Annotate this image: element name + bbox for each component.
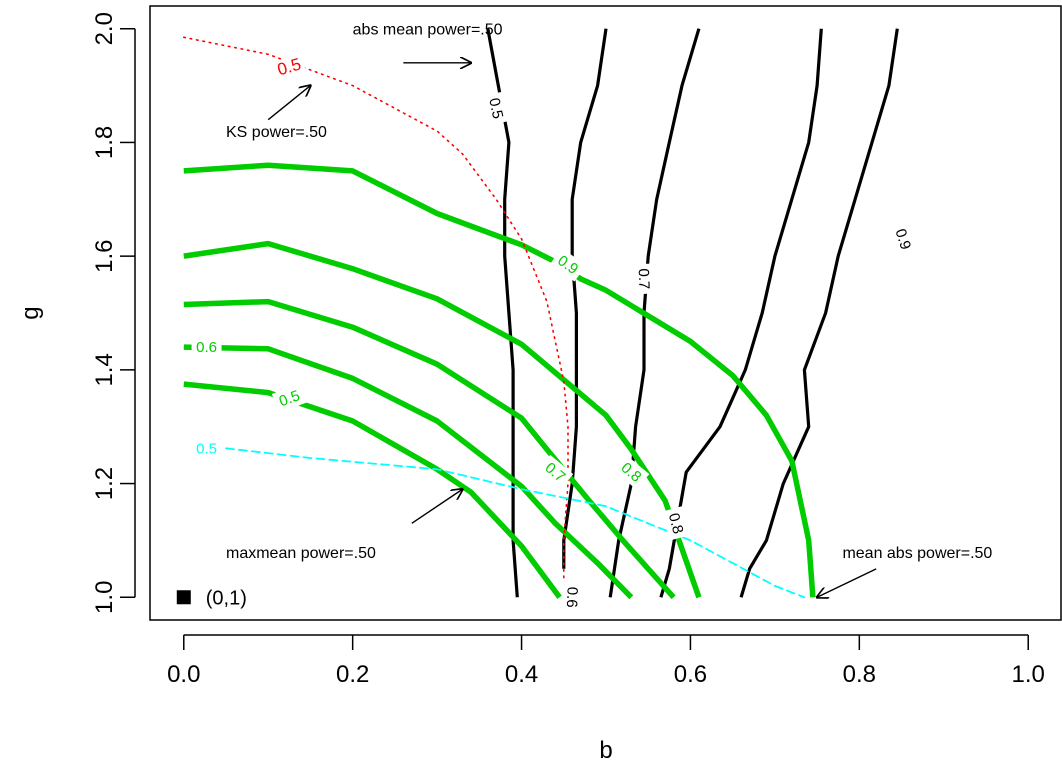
x-tick-label: 0.2 xyxy=(336,661,369,688)
contour-label-bg xyxy=(561,581,583,613)
y-tick-label: 1.0 xyxy=(91,581,118,614)
plot-frame xyxy=(149,5,1062,621)
contour-label-abs_mean-0.9: 0.9 xyxy=(891,227,914,252)
contour-line-maxmean-0.6 xyxy=(183,344,634,600)
y-tick-label: 2.0 xyxy=(91,12,118,45)
annotation-text-1: KS power=.50 xyxy=(226,124,327,141)
x-tick-label: 1.0 xyxy=(1012,661,1045,688)
contour-line-abs_mean-0.9 xyxy=(739,28,899,598)
contour-label-maxmean-0.6: 0.6 xyxy=(196,339,217,356)
x-axis-label: b xyxy=(599,737,612,764)
contour-label-mean_abs-0.5: 0.5 xyxy=(196,440,217,457)
contour-label-bg xyxy=(272,53,307,82)
contour-line-abs_mean-0.8 xyxy=(659,28,823,598)
contour-line-mean_abs-0.5 xyxy=(225,447,806,599)
origin-point-marker xyxy=(176,590,191,605)
contour-curves xyxy=(183,28,899,600)
annotations: abs mean power=.50 KS power=.50 maxmean po… xyxy=(176,22,992,609)
annotation-text-3: mean abs power=.50 xyxy=(842,545,992,562)
contour-label-abs_mean-0.8: 0.8 xyxy=(665,511,687,536)
contour-label-bg xyxy=(613,454,650,490)
contour-label-bg xyxy=(483,91,510,126)
y-tick-label: 1.8 xyxy=(91,126,118,159)
contour-label-abs_mean-0.5: 0.5 xyxy=(485,96,506,120)
x-tick-label: 0.6 xyxy=(674,661,707,688)
x-tick-label: 0.8 xyxy=(843,661,876,688)
contour-label-bg xyxy=(271,383,307,413)
contour-line-abs_mean-0.6 xyxy=(562,28,608,569)
contour-line-maxmean-0.7 xyxy=(183,298,676,600)
annotation-arrow-1 xyxy=(267,86,310,121)
contour-label-bg xyxy=(549,247,587,282)
contour-label-bg xyxy=(662,506,690,541)
contour-label-bg xyxy=(633,263,655,295)
contour-line-maxmean-0.9 xyxy=(183,162,816,598)
contour-line-maxmean-0.8 xyxy=(183,240,702,599)
contour-label-abs_mean-0.7: 0.7 xyxy=(635,268,653,289)
x-tick-label: 0.4 xyxy=(505,661,538,688)
contour-label-abs_mean-0.6: 0.6 xyxy=(563,587,581,608)
contour-label-maxmean-0.5: 0.5 xyxy=(277,387,302,410)
annotation-arrow-2 xyxy=(411,489,463,524)
contour-label-bg xyxy=(191,337,222,358)
annotation-text-0: abs mean power=.50 xyxy=(353,22,503,39)
y-tick-label: 1.2 xyxy=(91,467,118,500)
contour-label-bg xyxy=(191,438,222,459)
contour-line-abs_mean-0.7 xyxy=(608,28,701,598)
x-tick-label: 0.0 xyxy=(167,661,200,688)
origin-point-label: (0,1) xyxy=(206,587,247,609)
axes: 0.0 0.2 0.4 0.6 0.8 1.0 b 1.0 1.2 1.4 1.6 1.8 2.0 g xyxy=(17,5,1062,764)
contour-label-bg xyxy=(889,221,918,257)
annotation-text-2: maxmean power=.50 xyxy=(226,545,376,562)
y-tick-label: 1.4 xyxy=(91,353,118,386)
y-tick-label: 1.6 xyxy=(91,239,118,272)
y-axis-label: g xyxy=(17,306,44,319)
contour-line-maxmean-0.5 xyxy=(183,381,562,599)
annotation-arrow-3 xyxy=(817,568,877,597)
contour-label-bg xyxy=(537,454,574,490)
